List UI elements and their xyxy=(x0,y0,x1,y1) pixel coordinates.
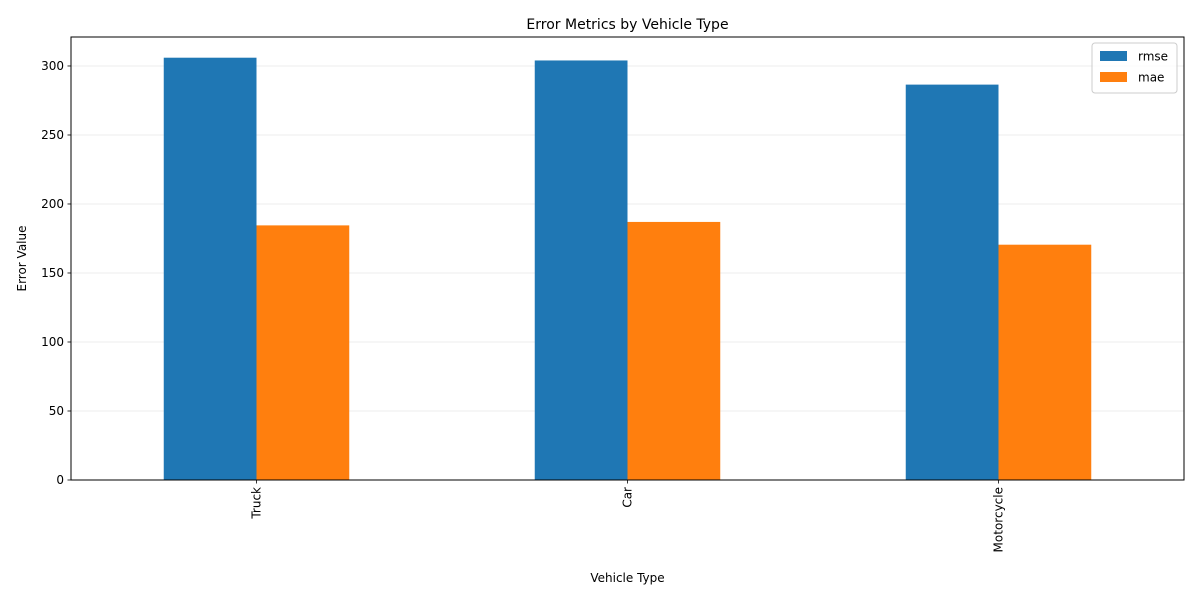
legend-swatch-rmse xyxy=(1100,51,1127,61)
y-tick-label: 250 xyxy=(41,128,64,142)
bars xyxy=(163,57,1092,481)
x-tick-label-truck: Truck xyxy=(250,487,264,520)
y-axis-label: Error Value xyxy=(15,225,29,291)
chart-title: Error Metrics by Vehicle Type xyxy=(526,17,728,33)
legend-swatch-mae xyxy=(1100,72,1127,82)
x-axis-label: Vehicle Type xyxy=(590,571,664,585)
y-tick-label: 50 xyxy=(49,404,64,418)
bar-rmse-car xyxy=(534,60,628,480)
legend-label-mae: mae xyxy=(1138,71,1164,85)
bar-mae-truck xyxy=(256,225,350,480)
y-tick-label: 300 xyxy=(41,59,64,73)
bar-mae-car xyxy=(627,221,721,480)
legend-label-rmse: rmse xyxy=(1138,50,1168,64)
y-tick-label: 150 xyxy=(41,266,64,280)
y-axis-ticks: 0 50 100 150 200 250 300 xyxy=(41,59,71,487)
bar-rmse-truck xyxy=(163,57,257,481)
x-axis-ticks: Truck Car Motorcycle xyxy=(250,480,1006,552)
y-tick-label: 0 xyxy=(56,473,64,487)
y-tick-label: 100 xyxy=(41,335,64,349)
bar-mae-motorcycle xyxy=(998,244,1092,480)
legend: rmse mae xyxy=(1091,42,1178,94)
x-tick-label-motorcycle: Motorcycle xyxy=(992,487,1006,552)
x-tick-label-car: Car xyxy=(621,487,635,508)
y-tick-label: 200 xyxy=(41,197,64,211)
bar-rmse-motorcycle xyxy=(905,84,999,480)
